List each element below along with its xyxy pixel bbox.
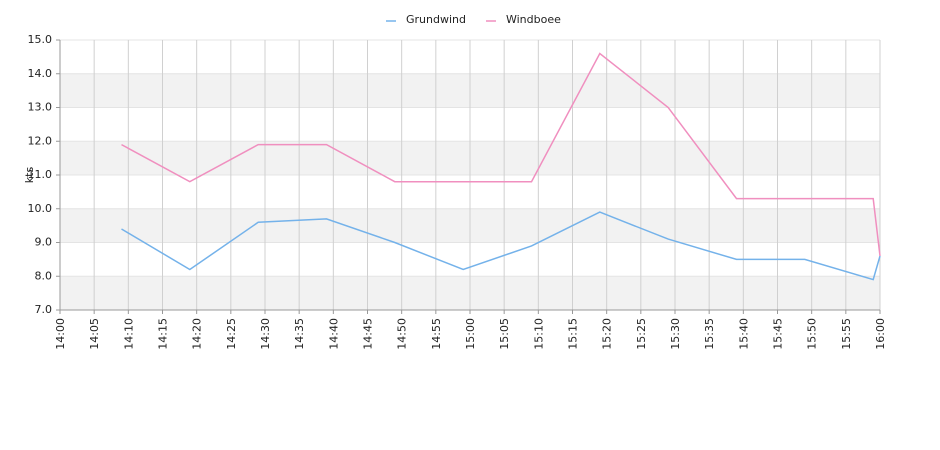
y-axis-label: kts	[23, 167, 36, 184]
x-tick-label: 15:45	[772, 318, 785, 350]
y-tick-label: 10.0	[28, 202, 53, 215]
plot	[121, 52, 881, 281]
x-tick-label: 15:30	[669, 318, 682, 350]
x-tick-label: 15:40	[737, 318, 750, 350]
x-tick-label: 15:10	[532, 318, 545, 350]
x-tick-label: 15:20	[601, 318, 614, 350]
series-line	[121, 52, 881, 257]
x-tick-label: 14:55	[430, 318, 443, 350]
x-tick-label: 15:35	[703, 318, 716, 350]
x-tick-label: 15:05	[498, 318, 511, 350]
x-tick-label: 14:15	[157, 318, 170, 350]
y-tick-label: 8.0	[35, 269, 53, 282]
x-tick-label: 14:00	[54, 318, 67, 350]
x-tick-label: 15:50	[806, 318, 819, 350]
legend-label: Windboee	[506, 13, 561, 26]
y-tick-label: 13.0	[28, 101, 53, 114]
x-tick-label: 16:00	[874, 318, 887, 350]
y-tick-label: 9.0	[35, 236, 53, 249]
x-tick-label: 14:45	[362, 318, 375, 350]
x-tick-label: 15:15	[567, 318, 580, 350]
x-tick-label: 14:40	[327, 318, 340, 350]
y-tick-label: 15.0	[28, 33, 53, 46]
x-tick-label: 15:00	[464, 318, 477, 350]
x-tick-label: 14:50	[396, 318, 409, 350]
x-tick-label: 14:35	[293, 318, 306, 350]
legend-label: Grundwind	[406, 13, 466, 26]
y-tick-label: 14.0	[28, 67, 53, 80]
x-tick-label: 14:20	[191, 318, 204, 350]
y-tick-label: 12.0	[28, 134, 53, 147]
series-line	[121, 211, 881, 281]
legend: Grundwind Windboee	[386, 13, 561, 26]
x-tick-label: 15:55	[840, 318, 853, 350]
x-tick-label: 14:10	[122, 318, 135, 350]
x-tick-label: 14:25	[225, 318, 238, 350]
y-tick-label: 11.0	[28, 168, 53, 181]
x-tick-label: 15:25	[635, 318, 648, 350]
x-tick-label: 14:05	[88, 318, 101, 350]
y-tick-label: 7.0	[35, 303, 53, 316]
x-tick-label: 14:30	[259, 318, 272, 350]
